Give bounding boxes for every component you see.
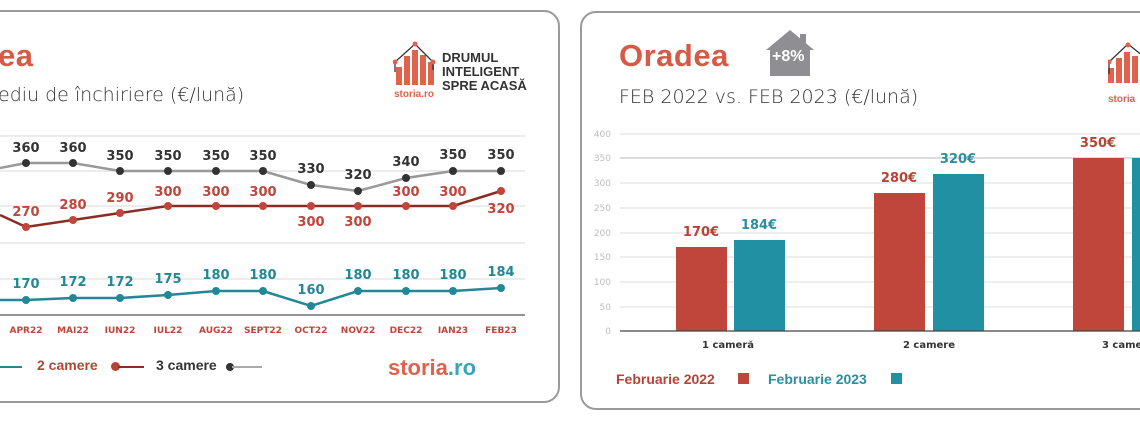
svg-text:280: 280 <box>59 198 86 213</box>
logo-line-3: SPRE ACASĂ <box>442 78 527 93</box>
svg-text:IUL22: IUL22 <box>154 326 183 336</box>
svg-text:350: 350 <box>154 149 181 164</box>
left-title: ea <box>0 38 34 73</box>
legend-line-2-camere <box>118 366 144 368</box>
drumul-inteligent-logo-icon <box>392 40 443 95</box>
brand-ro: .ro <box>447 355 477 380</box>
right-subtitle: FEB 2022 vs. FEB 2023 (€/lună) <box>619 86 919 108</box>
logo-brand-small: storia.ro <box>394 89 435 100</box>
house-badge: +8% <box>764 28 816 78</box>
svg-text:175: 175 <box>154 272 181 287</box>
legend-marker-2-camere <box>111 362 120 371</box>
svg-text:IUN22: IUN22 <box>105 326 136 336</box>
legend-swatch-2023 <box>891 373 902 384</box>
svg-text:300: 300 <box>344 215 371 230</box>
svg-text:270: 270 <box>12 205 39 220</box>
line-chart: 360 360 350 350 350 350 330 320 340 350 350 270… <box>0 135 525 336</box>
left-subtitle: ediu de închiriere (€/lună) <box>0 84 245 106</box>
svg-text:170: 170 <box>12 277 39 292</box>
svg-text:1 cameră: 1 cameră <box>702 340 754 351</box>
svg-text:300: 300 <box>297 215 324 230</box>
svg-text:320€: 320€ <box>940 152 976 167</box>
legend-2-camere: 2 camere <box>37 357 98 373</box>
svg-text:300: 300 <box>249 185 276 200</box>
svg-text:350: 350 <box>202 149 229 164</box>
badge-text: +8% <box>772 48 805 65</box>
legend-3-camere: 3 camere <box>156 357 217 373</box>
svg-text:320: 320 <box>487 202 514 217</box>
svg-text:280€: 280€ <box>881 171 917 186</box>
svg-text:180: 180 <box>202 268 229 283</box>
svg-text:160: 160 <box>297 283 324 298</box>
svg-text:200: 200 <box>594 229 611 239</box>
svg-text:172: 172 <box>59 275 86 290</box>
svg-text:350: 350 <box>249 149 276 164</box>
svg-text:MAI22: MAI22 <box>57 326 89 336</box>
svg-text:300: 300 <box>594 179 611 189</box>
logo-tagline: DRUMUL INTELIGENT SPRE ACASĂ <box>442 51 527 93</box>
right-chart-card <box>580 11 1140 410</box>
legend-feb-2022: Februarie 2022 <box>616 371 715 387</box>
svg-text:400: 400 <box>594 130 611 140</box>
legend-feb-2023: Februarie 2023 <box>768 371 867 387</box>
logo-line-2: INTELIGENT <box>442 64 520 79</box>
svg-text:350: 350 <box>594 154 611 164</box>
svg-text:150: 150 <box>594 253 611 263</box>
svg-text:AUG22: AUG22 <box>199 326 233 336</box>
svg-text:170€: 170€ <box>683 225 719 240</box>
house-icon <box>766 30 814 76</box>
svg-text:360: 360 <box>59 141 86 156</box>
logo-line-1: DRUMUL <box>442 50 499 65</box>
svg-text:350: 350 <box>439 148 466 163</box>
svg-text:NOV22: NOV22 <box>341 326 375 336</box>
svg-text:180: 180 <box>439 268 466 283</box>
svg-text:350: 350 <box>106 149 133 164</box>
svg-text:50: 50 <box>600 303 612 313</box>
legend-line-3-camere <box>232 366 262 368</box>
legend-line-1-camera <box>0 366 22 368</box>
svg-text:180: 180 <box>344 268 371 283</box>
svg-text:340: 340 <box>392 155 419 170</box>
svg-text:300: 300 <box>392 185 419 200</box>
svg-text:180: 180 <box>392 268 419 283</box>
svg-text:320: 320 <box>344 168 371 183</box>
svg-text:250: 250 <box>594 204 611 214</box>
svg-text:350€: 350€ <box>1080 136 1116 151</box>
svg-text:3 camere: 3 camere <box>1102 340 1140 351</box>
svg-text:FEB23: FEB23 <box>485 326 517 336</box>
svg-text:300: 300 <box>439 185 466 200</box>
svg-text:100: 100 <box>594 278 611 288</box>
svg-text:180: 180 <box>249 268 276 283</box>
svg-text:330: 330 <box>297 162 324 177</box>
svg-text:184€: 184€ <box>741 218 777 233</box>
svg-text:IAN23: IAN23 <box>438 326 468 336</box>
svg-text:350: 350 <box>487 148 514 163</box>
brand-storia: storia <box>388 355 448 380</box>
svg-text:SEPT22: SEPT22 <box>244 326 282 336</box>
svg-text:2 camere: 2 camere <box>903 340 955 351</box>
bar-chart: 400 350 300 250 200 150 100 50 0 170€ 184€ 280… <box>594 130 1140 351</box>
svg-text:0: 0 <box>605 327 611 337</box>
svg-text:APR22: APR22 <box>9 326 42 336</box>
svg-text:184: 184 <box>487 265 514 280</box>
right-logo-brand: storia <box>1108 94 1136 105</box>
svg-text:300: 300 <box>202 185 229 200</box>
svg-text:290: 290 <box>106 191 133 206</box>
svg-text:172: 172 <box>106 275 133 290</box>
svg-text:OCT22: OCT22 <box>295 326 328 336</box>
right-title: Oradea <box>619 38 729 73</box>
storia-brand: storia.ro <box>388 355 476 381</box>
legend-swatch-2022 <box>738 373 749 384</box>
svg-text:360: 360 <box>12 141 39 156</box>
storia-logo-icon <box>1106 40 1140 90</box>
svg-text:DEC22: DEC22 <box>390 326 423 336</box>
svg-text:300: 300 <box>154 185 181 200</box>
legend-marker-3-camere <box>226 363 234 371</box>
